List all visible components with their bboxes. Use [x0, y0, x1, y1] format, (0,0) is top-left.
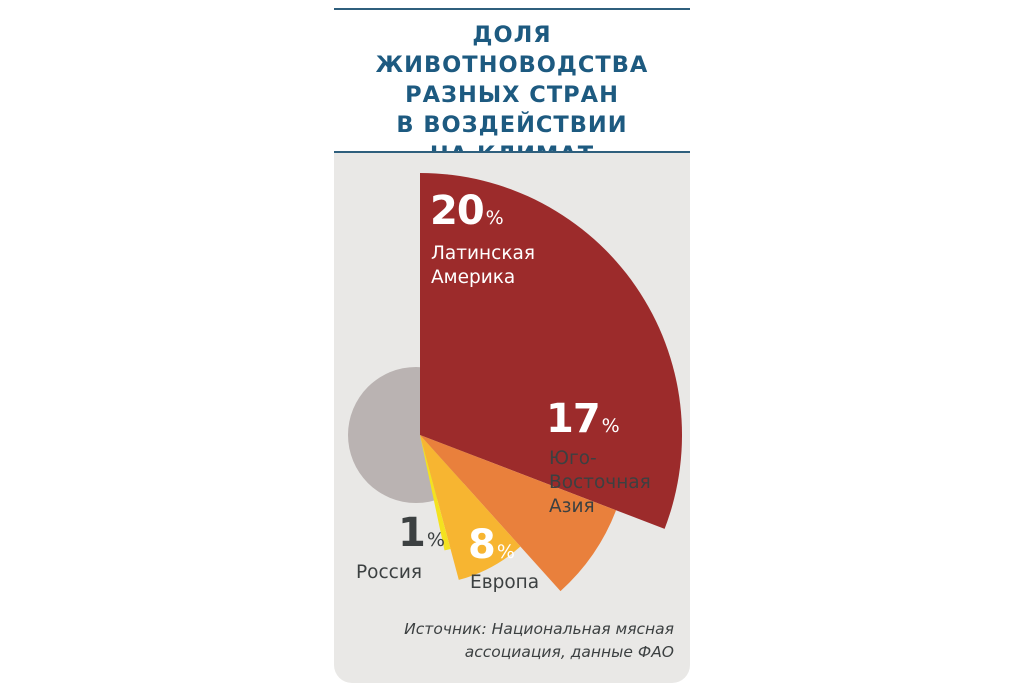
russia-value: 1: [398, 510, 426, 556]
title-line: ДОЛЯ ЖИВОТНОВОДСТВА: [375, 22, 649, 78]
slice-europe: [420, 435, 521, 580]
europe-label: Европа: [470, 572, 540, 593]
russia-label: Россия: [356, 562, 422, 583]
latin-america-value: 20: [430, 188, 485, 234]
percent-unit: %: [485, 207, 504, 229]
slice-southeast-asia: [420, 435, 617, 592]
slice-latin-america: [420, 173, 683, 529]
russia-percent: 1%: [398, 511, 445, 562]
title-line: В ВОЗДЕЙСТВИИ: [396, 112, 628, 138]
southeast-asia-value: 17: [546, 396, 601, 442]
southeast-asia-percent: 17%: [546, 397, 620, 448]
title-line: РАЗНЫХ СТРАН: [405, 82, 619, 108]
europe-value: 8: [468, 522, 496, 568]
latin-america-label: Латинская Америка: [431, 243, 535, 288]
title-rule: [334, 151, 690, 153]
source-note: Источник: Национальная мясная ассоциация…: [404, 620, 674, 661]
europe-percent: 8%: [468, 523, 515, 574]
southeast-asia-label: Юго- Восточная Азия: [549, 448, 651, 517]
percent-unit: %: [601, 415, 620, 437]
percent-unit: %: [496, 541, 515, 563]
percent-unit: %: [426, 529, 445, 551]
top-rule: [334, 8, 690, 10]
latin-america-percent: 20%: [430, 189, 504, 240]
slice-russia: [420, 435, 451, 551]
